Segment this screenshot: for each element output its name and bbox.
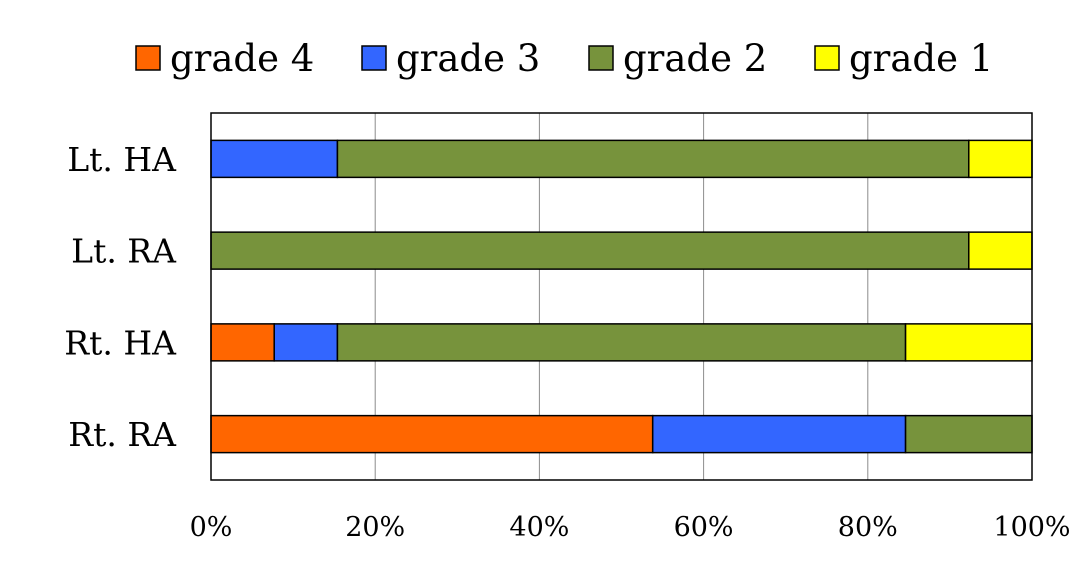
bars xyxy=(210,139,1033,454)
bar-rt-ha-grade-1 xyxy=(904,323,1033,362)
legend-swatch-grade-4 xyxy=(135,45,161,71)
bar-lt-ha-grade-1 xyxy=(968,139,1033,179)
legend-item-grade-4: grade 4 xyxy=(135,37,314,80)
legend-label-grade-1: grade 1 xyxy=(849,37,993,80)
bar-lt-ha-grade-3 xyxy=(210,139,339,179)
x-tick-label-20: 20% xyxy=(345,512,405,543)
bar-lt-ra-grade-1 xyxy=(968,231,1033,270)
legend-swatch-grade-3 xyxy=(361,45,387,71)
category-label-rt-ha: Rt. HA xyxy=(64,323,177,362)
legend: grade 4 grade 3 grade 2 grade 1 xyxy=(135,37,993,80)
legend-label-grade-4: grade 4 xyxy=(170,37,314,80)
bar-rt-ha-grade-4 xyxy=(210,323,275,362)
legend-item-grade-1: grade 1 xyxy=(814,37,993,80)
x-tick-label-60: 60% xyxy=(674,512,734,543)
bar-rt-ra-grade-4 xyxy=(210,414,654,454)
bar-lt-ha-grade-2 xyxy=(336,139,970,179)
x-tick-label-40: 40% xyxy=(509,512,569,543)
category-label-lt-ra: Lt. RA xyxy=(71,232,177,271)
plot-border xyxy=(210,112,1033,481)
category-labels: Lt. HA Lt. RA Rt. HA Rt. RA xyxy=(64,140,177,454)
bar-rt-ha-grade-3 xyxy=(273,323,339,362)
bar-rt-ra-grade-2 xyxy=(904,414,1033,454)
x-tick-labels: 0% 20% 40% 60% 80% 100% xyxy=(190,512,1071,543)
legend-swatch-grade-2 xyxy=(588,45,614,71)
category-label-rt-ra: Rt. RA xyxy=(68,415,177,454)
legend-label-grade-2: grade 2 xyxy=(623,37,767,80)
legend-swatch-grade-1 xyxy=(814,45,840,71)
legend-label-grade-3: grade 3 xyxy=(396,37,540,80)
bar-rt-ha-grade-2 xyxy=(336,323,907,362)
legend-item-grade-2: grade 2 xyxy=(588,37,767,80)
x-tick-label-100: 100% xyxy=(993,512,1070,543)
x-tick-label-0: 0% xyxy=(190,512,233,543)
bar-lt-ra-grade-2 xyxy=(210,231,970,270)
category-label-lt-ha: Lt. HA xyxy=(67,140,177,179)
bar-rt-ra-grade-3 xyxy=(651,414,907,454)
x-tick-label-80: 80% xyxy=(838,512,898,543)
legend-item-grade-3: grade 3 xyxy=(361,37,540,80)
